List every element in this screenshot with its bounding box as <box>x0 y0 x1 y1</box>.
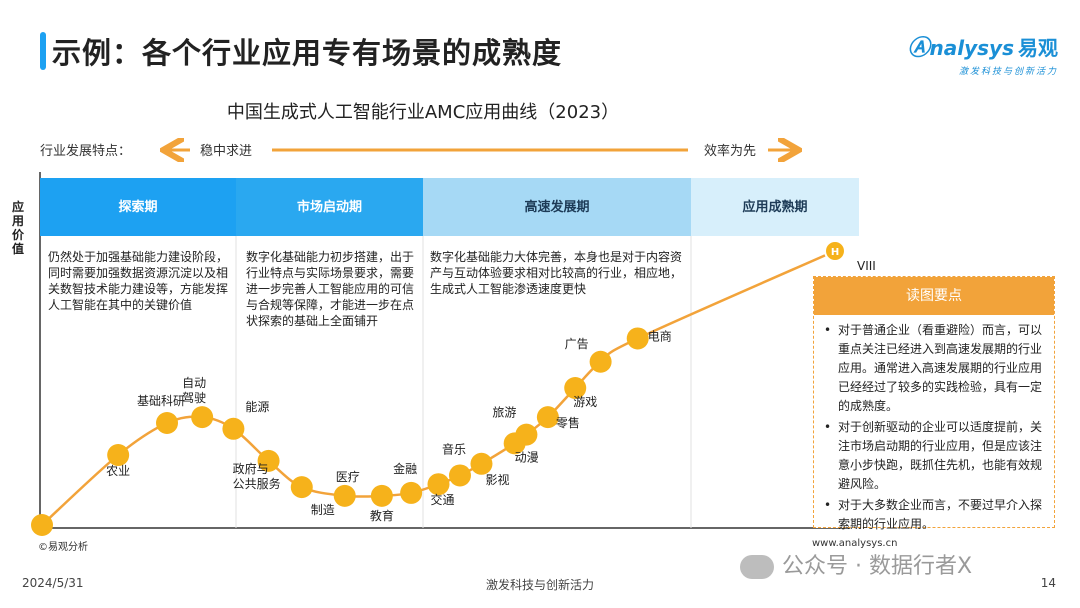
website-url: www.analysys.cn <box>812 538 898 549</box>
feature-right: 效率为先 <box>704 144 757 159</box>
feature-row: 行业发展特点： 稳中求进 效率为先 <box>40 140 820 160</box>
phase-label: 市场启动期 <box>297 199 362 215</box>
point-label: 医疗 <box>336 470 360 484</box>
data-point <box>191 406 214 429</box>
feature-left: 稳中求进 <box>200 144 253 159</box>
point-label: 制造 <box>311 503 335 517</box>
data-point <box>626 327 649 350</box>
data-point <box>400 481 423 504</box>
data-point <box>564 377 587 399</box>
source-note: ©易观分析 <box>38 542 88 553</box>
phase-band <box>691 178 859 236</box>
chart-title: 中国生成式人工智能行业AMC应用曲线（2023） <box>226 102 620 123</box>
phase-desc-explore: 仍然处于加强基础能力建设阶段，同时需要加强数据资源沉淀以及相关数智技术能力建设等… <box>48 250 229 312</box>
data-point <box>257 449 280 472</box>
brand-logo: Ⓐnalysys 易观 激发科技与创新活力 <box>907 36 1059 77</box>
data-point <box>448 464 471 487</box>
y-axis-label: 应用价值 <box>12 200 25 256</box>
point-label: 音乐 <box>442 441 466 456</box>
point-label: 自动驾驶 <box>182 376 206 405</box>
phase-label: 高速发展期 <box>524 199 589 215</box>
reading-notes-list: 对于普通企业（看重避险）而言，可以重点关注已经进入到高速发展期的行业应用。通常进… <box>814 315 1054 534</box>
data-point <box>156 411 179 434</box>
reading-notes-title: 读图要点 <box>814 277 1054 315</box>
point-label: 金融 <box>393 461 417 476</box>
logo-cn: 易观 <box>1018 36 1058 60</box>
data-point <box>824 240 846 262</box>
data-point <box>589 350 612 373</box>
data-point <box>370 484 393 507</box>
phase-desc-launch: 数字化基础能力初步搭建，出于行业特点与实际场景要求，需要进一步完善人工智能应用的… <box>246 250 415 328</box>
point-label: 广告 <box>565 337 589 351</box>
point-label: 零售 <box>556 415 580 430</box>
title-accent-bar <box>40 32 46 70</box>
point-label: 农业 <box>106 464 130 478</box>
phase-label: 应用成熟期 <box>742 199 807 215</box>
logo-slogan: 激发科技与创新活力 <box>958 67 1058 77</box>
data-point <box>536 406 559 429</box>
footer-slogan: 激发科技与创新活力 <box>485 578 594 592</box>
page-title: 示例：各个行业应用专有场景的成熟度 <box>52 36 563 70</box>
watermark: 公众号 · 数据行者X <box>740 548 972 580</box>
point-label: 基础科研 <box>137 394 185 408</box>
data-point <box>107 444 130 467</box>
reading-note-item: 对于普通企业（看重避险）而言，可以重点关注已经进入到高速发展期的行业应用。通常进… <box>822 321 1048 416</box>
data-point <box>290 476 313 499</box>
phase-desc-growth: 数字化基础能力大体完善，本身也是对于内容资产与互动体验要求相对比较高的行业，相应… <box>430 250 683 296</box>
data-point <box>333 484 356 507</box>
point-label: 影视 <box>485 472 509 487</box>
point-label: 旅游 <box>492 406 516 420</box>
reading-note-item: 对于创新驱动的企业可以适度提前，关注市场启动期的行业应用，但是应该注意小步快跑，… <box>822 418 1048 494</box>
point-label: 交通 <box>430 492 454 507</box>
reading-note-item: 对于大多数企业而言，不要过早介入探索期的行业应用。 <box>822 496 1048 534</box>
phase-band <box>40 178 236 236</box>
point-marker-label: H <box>831 247 839 258</box>
point-label: 游戏 <box>573 395 597 409</box>
point-label: 政府与公共服务 <box>233 461 281 491</box>
feature-label: 行业发展特点： <box>40 144 132 159</box>
logo-text: nalysys <box>929 36 1014 60</box>
curve-end-label: VIII <box>857 259 876 273</box>
point-label: 教育 <box>370 508 394 523</box>
reading-notes-box: 读图要点 对于普通企业（看重避险）而言，可以重点关注已经进入到高速发展期的行业应… <box>813 276 1055 531</box>
phase-band <box>236 178 423 236</box>
point-label: 能源 <box>245 400 269 414</box>
data-point <box>222 417 245 440</box>
data-point <box>427 473 450 496</box>
data-point <box>31 514 53 536</box>
data-point <box>515 423 538 446</box>
phase-bands: 探索期 市场启动期 高速发展期 应用成熟期 <box>40 178 859 528</box>
footer-date: 2024/5/31 <box>22 576 84 590</box>
phase-band <box>423 178 691 236</box>
point-label: 电商 <box>648 328 672 343</box>
page-number: 14 <box>1040 576 1056 590</box>
watermark-text: 公众号 · 数据行者X <box>782 554 973 579</box>
phase-label: 探索期 <box>118 199 157 215</box>
data-point <box>470 452 493 475</box>
point-label: 动漫 <box>515 450 539 464</box>
wechat-icon <box>740 555 774 579</box>
